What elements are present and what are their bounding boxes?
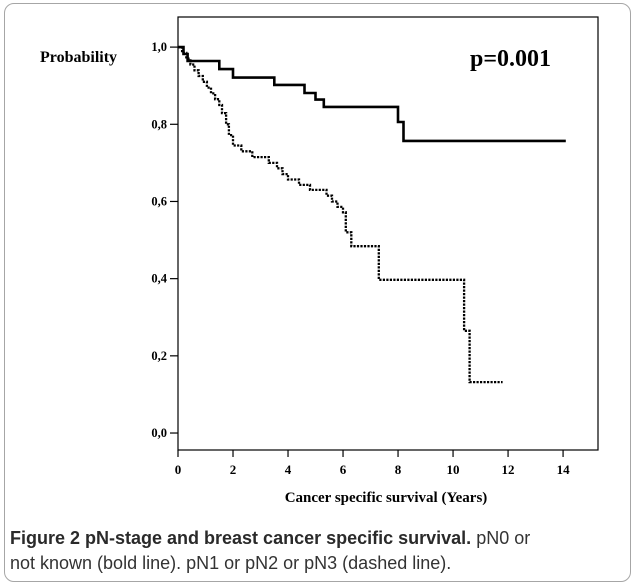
y-tick-label: 0,8 [151,117,167,131]
figure-caption: Figure 2 pN-stage and breast cancer spec… [10,526,625,576]
x-axis: 0 2 4 6 8 10 12 14 [175,450,570,477]
x-tick-label: 12 [502,462,515,477]
x-tick-label: 0 [175,462,182,477]
survival-curve-dashed [178,45,503,384]
caption-label: Figure 2 pN-stage and breast cancer spec… [10,528,472,548]
survival-curve-solid [178,45,566,143]
x-axis-label: Cancer specific survival (Years) [285,490,488,506]
x-tick-label: 6 [340,462,347,477]
y-axis: 0,0 0,2 0,4 0,6 0,8 1,0 [151,40,178,440]
plot-frame [177,16,599,451]
x-tick-label: 10 [447,462,460,477]
y-tick-label: 1,0 [151,40,167,54]
y-tick-label: 0,0 [151,426,167,440]
x-tick-label: 4 [285,462,292,477]
y-tick-label: 0,6 [151,194,167,208]
x-tick-label: 14 [557,462,571,477]
caption-line-1: Figure 2 pN-stage and breast cancer spec… [10,526,625,551]
figure-border [4,3,631,582]
p-value-annotation: p=0.001 [470,46,551,72]
caption-line-2: not known (bold line). pN1 or pN2 or pN3… [10,551,625,576]
y-axis-label: Probability [40,49,117,66]
y-tick-label: 0,4 [151,272,167,286]
survival-chart: 0,0 0,2 0,4 0,6 0,8 1,0 0 2 4 6 8 10 12 14 Probabili… [40,16,599,506]
x-tick-label: 8 [395,462,402,477]
x-tick-label: 2 [230,462,237,477]
caption-text-part-1: pN0 or [476,528,531,548]
y-tick-label: 0,2 [151,349,167,363]
survival-curves [178,45,566,384]
caption-text-part-2: not known (bold line). pN1 or pN2 or pN3… [10,553,452,573]
